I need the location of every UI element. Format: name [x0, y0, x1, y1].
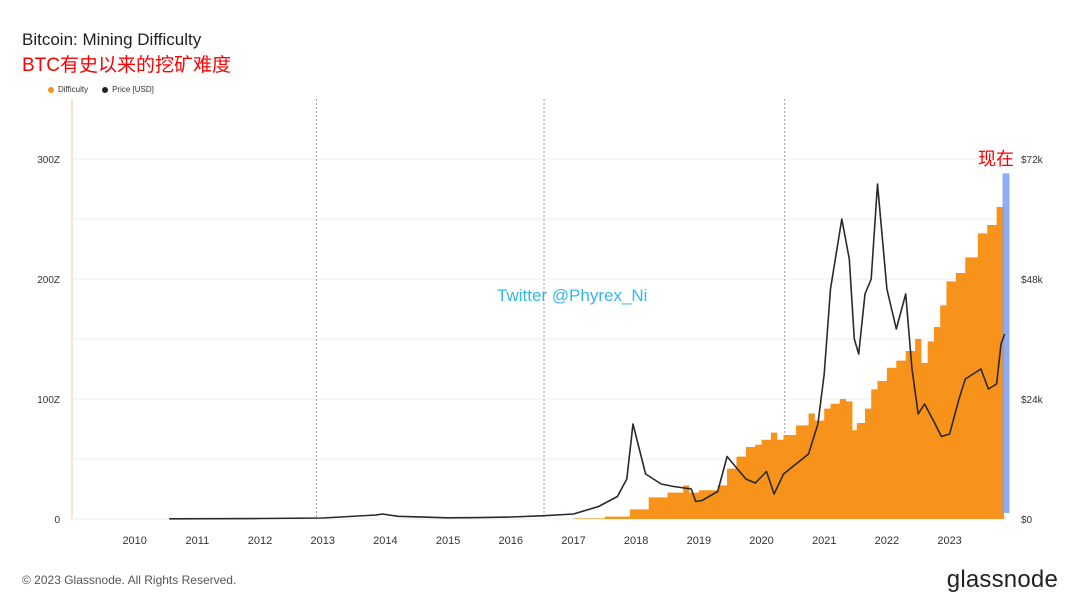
- y-left-tick-label: 200Z: [37, 275, 60, 286]
- y-right-tick-label: $24k: [1021, 395, 1044, 406]
- now-highlight-bar: [1002, 173, 1010, 513]
- chart-title: Bitcoin: Mining Difficulty: [22, 30, 202, 49]
- x-tick-label: 2012: [248, 535, 272, 547]
- difficulty-area: [72, 173, 1010, 519]
- price-line-path: [169, 183, 1006, 520]
- legend-label-difficulty: Difficulty: [58, 85, 89, 94]
- y-left-tick-label: 300Z: [37, 155, 60, 166]
- legend-dot-difficulty: [48, 86, 54, 93]
- difficulty-area-path: [72, 204, 1005, 519]
- price-line: [169, 183, 1006, 520]
- y-left-tick-label: 0: [54, 515, 60, 526]
- watermark-text: Twitter @Phyrex_Ni: [497, 286, 648, 305]
- x-tick-label: 2011: [186, 535, 210, 547]
- x-tick-label: 2013: [310, 535, 334, 547]
- chart-subtitle: BTC有史以来的挖矿难度: [22, 55, 232, 76]
- y-right-tick-label: $72k: [1021, 155, 1044, 166]
- glassnode-logo: glassnode: [946, 566, 1058, 593]
- legend-item-difficulty[interactable]: Difficulty: [48, 85, 88, 94]
- x-tick-label: 2018: [624, 535, 648, 547]
- x-tick-label: 2014: [373, 535, 397, 547]
- now-annotation: 现在: [978, 149, 1014, 169]
- legend-label-price: Price [USD]: [112, 85, 154, 94]
- x-tick-label: 2023: [937, 535, 961, 547]
- x-tick-label: 2019: [687, 535, 711, 547]
- copyright-text: © 2023 Glassnode. All Rights Reserved.: [22, 573, 237, 587]
- x-tick-label: 2022: [875, 535, 899, 547]
- axes: 2010 2011 2012 2013 2014 2015 2016 2017 2018 2019…: [37, 155, 1043, 547]
- gridlines: [71, 99, 1006, 520]
- x-tick-label: 2021: [812, 535, 836, 547]
- x-tick-label: 2015: [436, 535, 460, 547]
- x-tick-label: 2020: [749, 535, 773, 547]
- y-right-tick-label: $48k: [1021, 275, 1044, 286]
- y-left-tick-label: 100Z: [37, 395, 60, 406]
- legend: Difficulty Price [USD]: [48, 85, 154, 94]
- legend-dot-price: [102, 86, 109, 93]
- x-tick-label: 2010: [122, 535, 146, 547]
- x-tick-label: 2017: [561, 535, 585, 547]
- legend-item-price[interactable]: Price [USD]: [102, 85, 154, 94]
- y-right-tick-label: $0: [1021, 515, 1033, 526]
- x-tick-label: 2016: [499, 535, 523, 547]
